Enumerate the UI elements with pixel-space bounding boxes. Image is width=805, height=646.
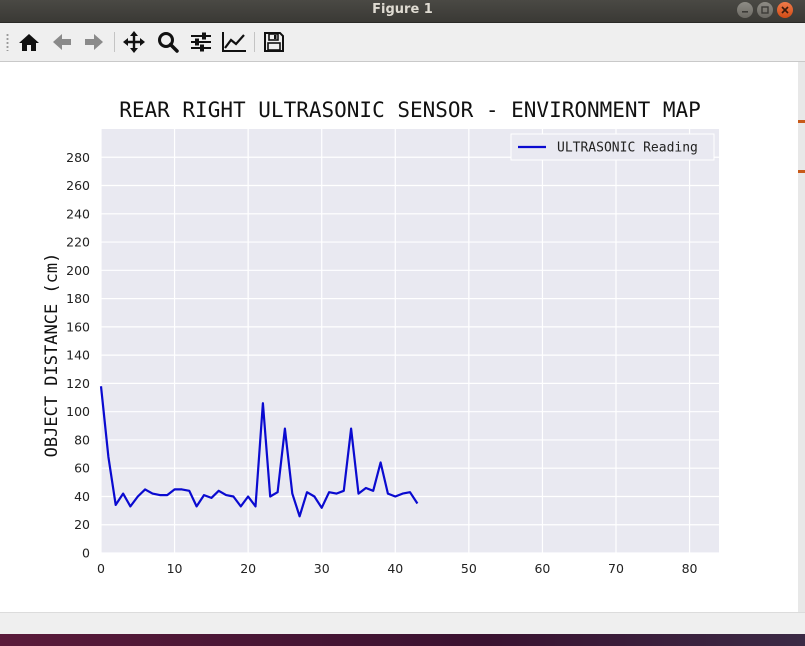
home-button[interactable] — [15, 29, 43, 55]
arrow-right-icon — [85, 34, 103, 50]
x-tick-label: 80 — [682, 561, 698, 576]
x-tick-label: 30 — [314, 561, 330, 576]
configure-subplots-button[interactable] — [187, 29, 215, 55]
close-icon — [781, 6, 789, 14]
maximize-button[interactable] — [757, 2, 773, 18]
edge-marker — [798, 120, 805, 123]
y-axis-label: OBJECT DISTANCE (cm) — [42, 253, 62, 458]
x-tick-label: 70 — [608, 561, 624, 576]
x-tick-label: 0 — [97, 561, 105, 576]
toolbar-grip[interactable] — [6, 33, 9, 51]
save-button[interactable] — [260, 29, 288, 55]
legend-label: ULTRASONIC Reading — [557, 141, 698, 156]
move-icon — [123, 31, 145, 53]
y-tick-label: 20 — [74, 517, 90, 532]
series-line-ultrasonic-reading — [99, 386, 419, 518]
y-tick-label: 260 — [66, 178, 90, 193]
plot-area[interactable] — [101, 129, 719, 553]
zoom-button[interactable] — [154, 29, 182, 55]
navigation-toolbar — [0, 23, 805, 62]
arrow-left-icon — [53, 34, 71, 50]
back-button[interactable] — [48, 29, 76, 55]
window-title: Figure 1 — [372, 2, 433, 17]
x-tick-label: 10 — [167, 561, 183, 576]
toolbar-separator — [114, 32, 115, 52]
desktop-background — [0, 634, 805, 646]
x-tick-label: 20 — [240, 561, 256, 576]
y-tick-label: 160 — [66, 319, 90, 334]
status-bar — [0, 612, 805, 635]
line-chart[interactable]: 0 10 20 30 40 50 60 70 80 0 20 40 60 80 100 120 140 160 18… — [0, 62, 798, 612]
minimize-button[interactable] — [737, 2, 753, 18]
close-button[interactable] — [777, 2, 793, 18]
x-tick-label: 60 — [534, 561, 550, 576]
y-tick-label: 180 — [66, 291, 90, 306]
x-tick-label: 50 — [461, 561, 477, 576]
maximize-icon — [761, 6, 769, 14]
line-chart-icon — [222, 32, 246, 52]
title-bar[interactable]: Figure 1 — [0, 0, 805, 23]
y-tick-label: 220 — [66, 235, 90, 250]
edge-marker — [798, 170, 805, 173]
y-tick-label: 240 — [66, 206, 90, 221]
y-tick-label: 40 — [74, 489, 90, 504]
minimize-icon — [742, 11, 748, 13]
window-edge — [798, 62, 805, 625]
y-tick-label: 120 — [66, 376, 90, 391]
y-tick-label: 140 — [66, 348, 90, 363]
figure-canvas[interactable]: 0 10 20 30 40 50 60 70 80 0 20 40 60 80 100 120 140 160 18… — [0, 62, 805, 612]
y-tick-label: 60 — [74, 461, 90, 476]
y-tick-label: 0 — [82, 546, 90, 561]
legend: ULTRASONIC Reading — [510, 133, 715, 161]
sliders-icon — [191, 32, 211, 52]
zoom-icon — [158, 32, 179, 53]
y-tick-label: 80 — [74, 432, 90, 447]
y-tick-label: 100 — [66, 404, 90, 419]
edit-axis-button[interactable] — [220, 29, 248, 55]
x-tick-label: 40 — [387, 561, 403, 576]
y-tick-label: 200 — [66, 263, 90, 278]
chart-title: REAR RIGHT ULTRASONIC SENSOR - ENVIRONME… — [119, 98, 701, 122]
forward-button[interactable] — [80, 29, 108, 55]
y-tick-label: 280 — [66, 150, 90, 165]
floppy-disk-icon — [264, 32, 284, 52]
home-icon — [19, 34, 39, 51]
toolbar-separator — [254, 32, 255, 52]
pan-button[interactable] — [120, 29, 148, 55]
